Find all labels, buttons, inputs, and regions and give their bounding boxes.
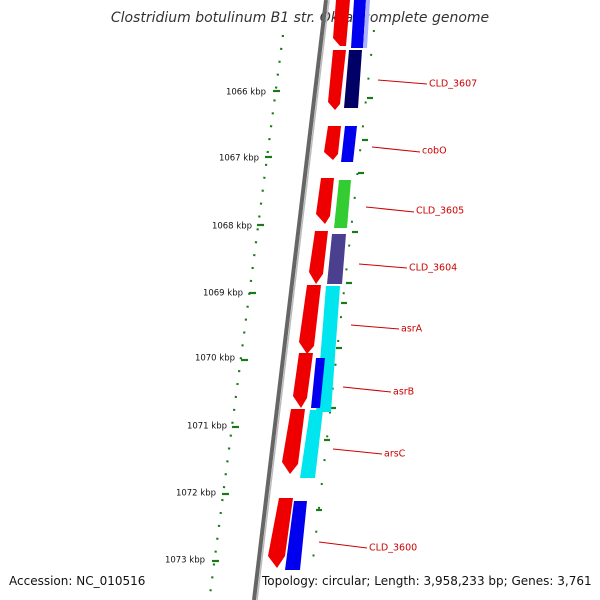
kbp-label: 1069 kbp xyxy=(203,289,243,299)
gene-arrow-forward[interactable] xyxy=(328,50,346,110)
kbp-label: 1068 kbp xyxy=(212,222,252,232)
gene-arrow-cld-3600[interactable] xyxy=(285,501,307,570)
accession-text: Accession: NC_010516 xyxy=(9,574,146,588)
gene-arrow-forward[interactable] xyxy=(324,126,341,160)
kbp-tick-1069: 1069 kbp xyxy=(203,289,256,299)
gene-label-arsc[interactable]: arsC xyxy=(384,449,406,460)
gene-label-cobo[interactable]: cobO xyxy=(422,146,447,157)
scale-dotted-line xyxy=(208,34,285,596)
gene-arrow-arsc[interactable] xyxy=(300,410,323,478)
kbp-label: 1066 kbp xyxy=(226,88,266,98)
feature-ticks xyxy=(316,96,373,512)
kbp-tick-1066: 1066 kbp xyxy=(226,88,280,98)
kbp-label: 1071 kbp xyxy=(187,422,227,432)
map-title: Clostridium botulinum B1 str. Okra, comp… xyxy=(110,10,490,26)
kbp-tick-1073: 1073 kbp xyxy=(165,556,219,566)
gene-arrow-forward[interactable] xyxy=(309,231,328,284)
kbp-label: 1073 kbp xyxy=(165,556,205,566)
scale-minor-dots xyxy=(312,29,375,561)
gene-arrow-asrb[interactable] xyxy=(311,358,325,408)
gene-arrow-forward[interactable] xyxy=(333,0,350,46)
gene-label-cld-3607[interactable]: CLD_3607 xyxy=(429,79,477,90)
label-connectors xyxy=(318,79,428,549)
gene-arrow-forward[interactable] xyxy=(293,353,313,408)
kbp-tick-1068: 1068 kbp xyxy=(212,222,264,232)
genome-backbone xyxy=(252,0,328,600)
kbp-tick-1067: 1067 kbp xyxy=(219,154,272,164)
kbp-label: 1072 kbp xyxy=(176,489,216,499)
topology-text: Topology: circular; Length: 3,958,233 bp… xyxy=(262,574,592,588)
gene-label-cld-3605[interactable]: CLD_3605 xyxy=(416,206,464,217)
gene-arrow-cobo[interactable] xyxy=(341,126,357,162)
gene-label-asrb[interactable]: asrB xyxy=(393,387,414,398)
gene-arrow-cld-3607[interactable] xyxy=(344,50,362,108)
gene-arrow-reverse[interactable] xyxy=(351,0,366,48)
kbp-label: 1070 kbp xyxy=(195,354,235,364)
gene-arrow-cld-3605[interactable] xyxy=(334,180,351,228)
gene-arrow-forward[interactable] xyxy=(268,498,293,568)
kbp-tick-1070: 1070 kbp xyxy=(195,354,248,364)
gene-arrow-reverse-shade xyxy=(363,0,370,48)
gene-label-asra[interactable]: asrA xyxy=(401,324,423,335)
gene-label-cld-3604[interactable]: CLD_3604 xyxy=(409,263,457,274)
gene-label-cld-3600[interactable]: CLD_3600 xyxy=(369,543,417,554)
gene-arrow-cld-3604[interactable] xyxy=(327,234,346,284)
kbp-tick-1071: 1071 kbp xyxy=(187,422,239,432)
gene-features xyxy=(268,0,370,570)
kbp-label: 1067 kbp xyxy=(219,154,259,164)
gene-arrow-forward[interactable] xyxy=(299,285,321,354)
kbp-tick-1072: 1072 kbp xyxy=(176,489,229,499)
gene-arrow-forward[interactable] xyxy=(316,178,334,224)
genome-backbone-highlight xyxy=(256,0,330,600)
gene-arrow-forward[interactable] xyxy=(282,409,305,474)
